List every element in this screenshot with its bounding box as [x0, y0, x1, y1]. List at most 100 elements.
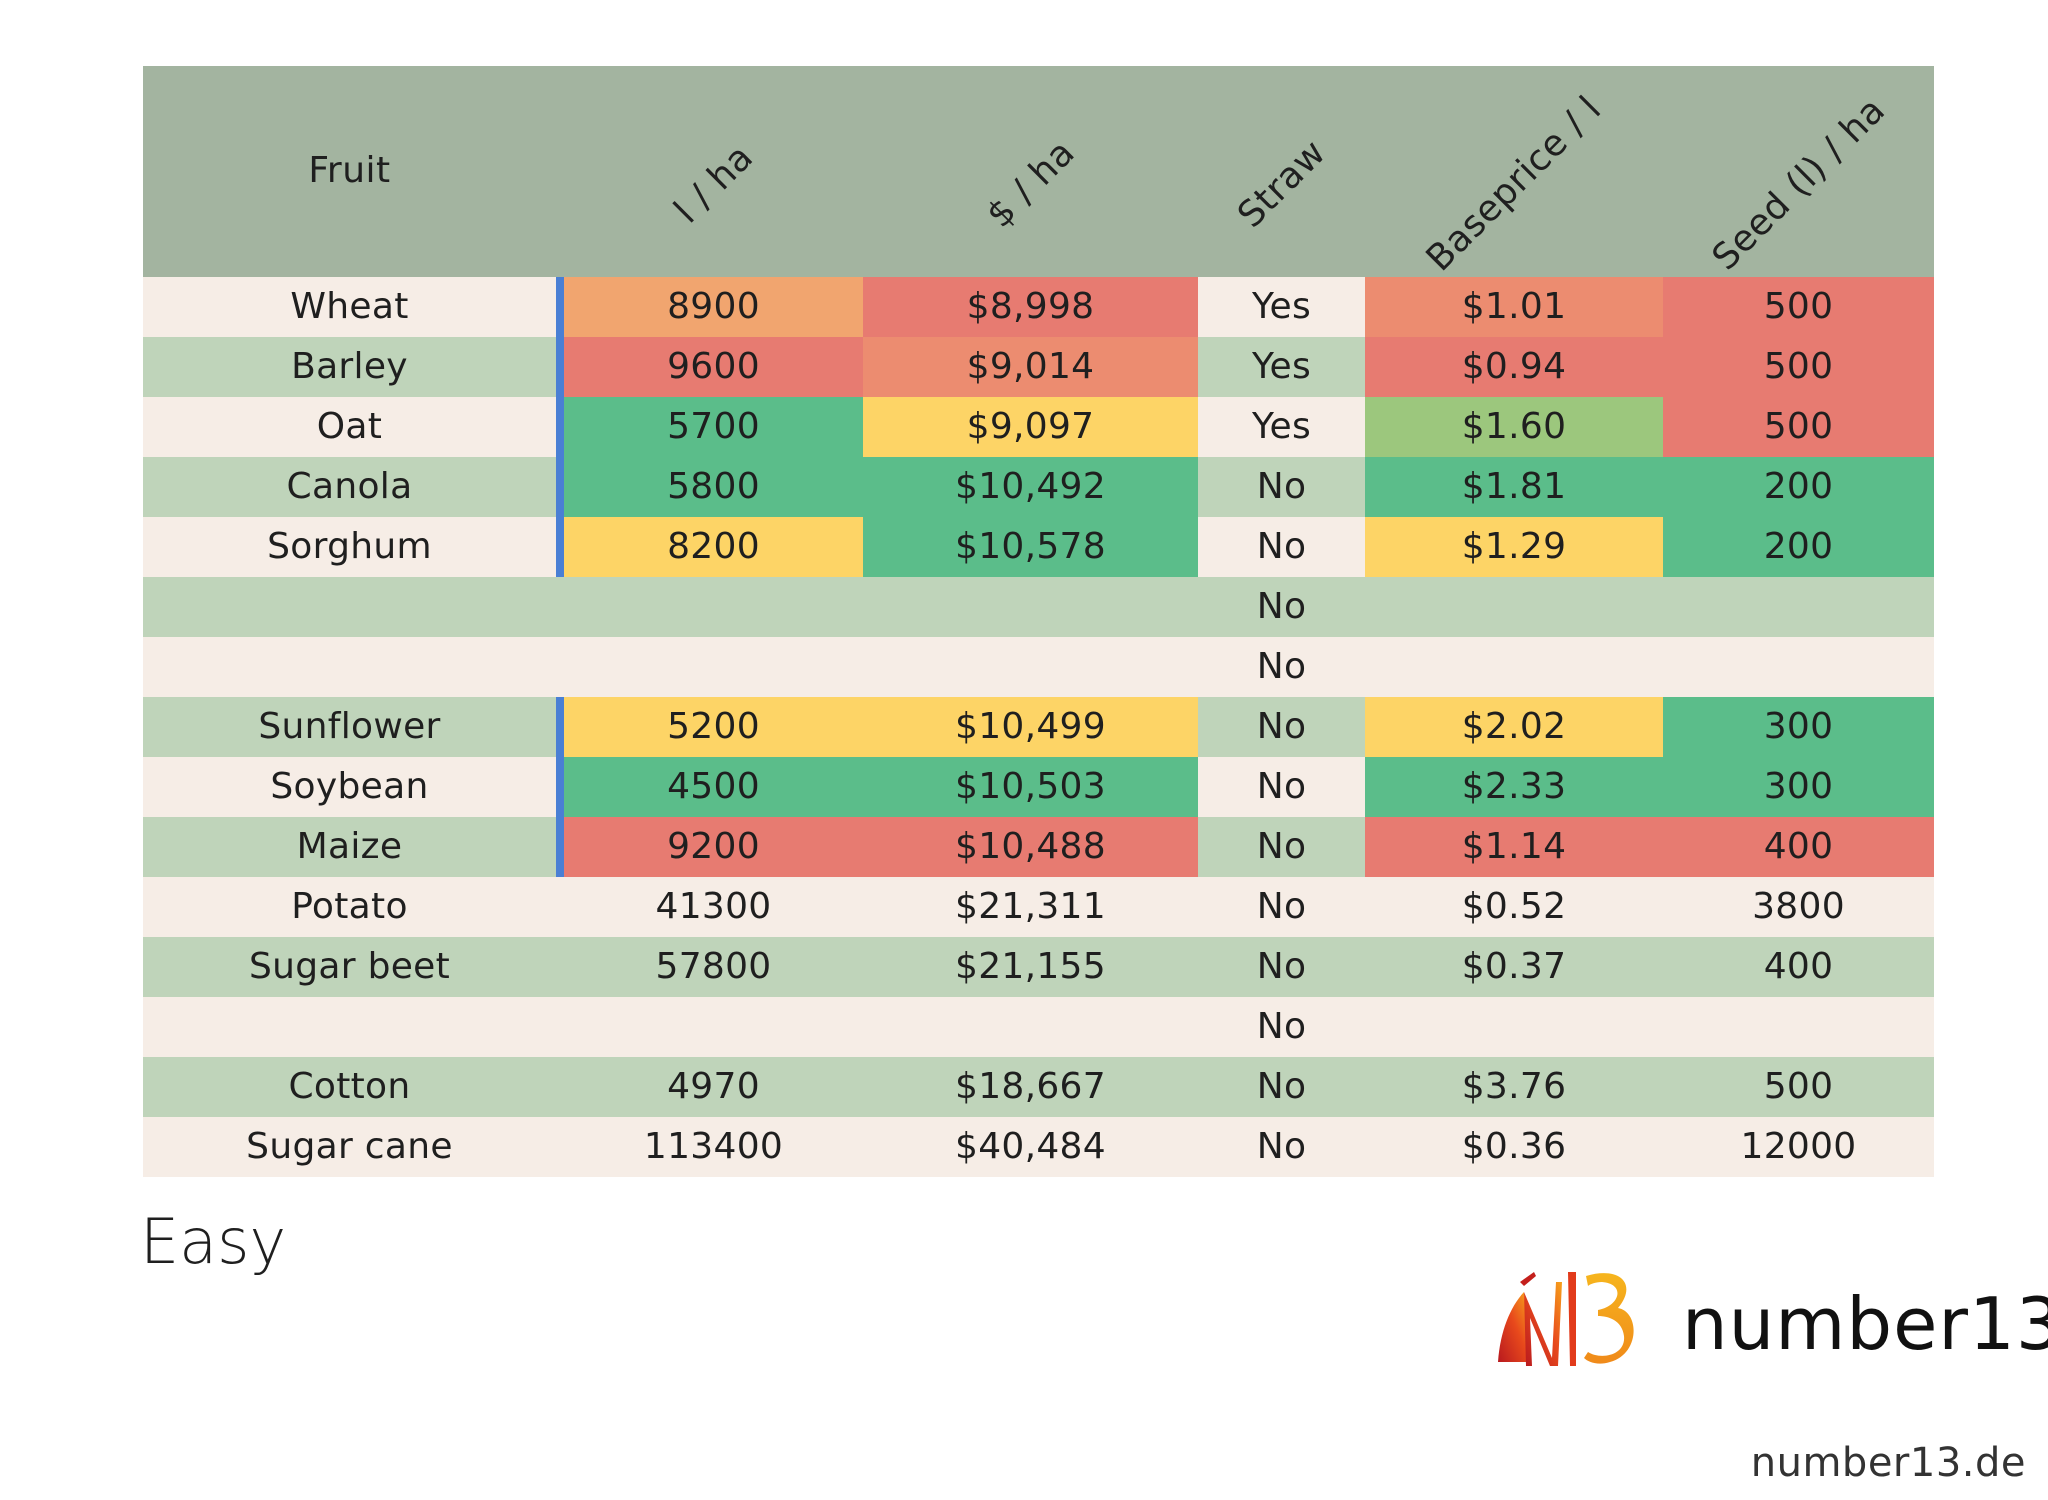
table-cell: $1.81 [1365, 457, 1663, 517]
table-row: Oat 5700 $9,097 Yes $1.60 500 [143, 397, 1934, 457]
column-header: Fruit [143, 66, 556, 277]
row-marker [556, 397, 564, 457]
column-header: $ / ha [863, 66, 1198, 277]
table-cell: 300 [1663, 757, 1934, 817]
table-cell [143, 577, 556, 637]
table-row: Cotton 4970 $18,667 No $3.76 500 [143, 1057, 1934, 1117]
column-header-label: Fruit [308, 150, 391, 191]
table-cell [1663, 997, 1934, 1057]
table-cell: No [1256, 766, 1307, 807]
table-cell: $1.14 [1365, 817, 1663, 877]
table-cell: $21,155 [955, 946, 1106, 987]
table-row: Maize 9200 $10,488 No $1.14 400 [143, 817, 1934, 877]
table-cell: No [1256, 1126, 1307, 1167]
table-cell [564, 637, 863, 697]
row-marker [556, 277, 564, 337]
row-marker [556, 757, 564, 817]
table-cell [1365, 637, 1663, 697]
table-cell: No [1256, 526, 1307, 567]
table-header: Fruit l / ha $ / ha Straw Baseprice / l Seed … [143, 66, 1934, 280]
table-cell: 8200 [564, 517, 863, 577]
table-cell: No [1256, 826, 1307, 867]
table-cell: $10,488 [863, 817, 1198, 877]
table-cell [863, 577, 1198, 637]
table-cell: Cotton [288, 1066, 411, 1107]
table-cell: No [1256, 946, 1307, 987]
table-row: Soybean 4500 $10,503 No $2.33 300 [143, 757, 1934, 817]
table-cell [1365, 997, 1663, 1057]
table-cell: $0.37 [1461, 946, 1567, 987]
table-cell: $18,667 [955, 1066, 1106, 1107]
table-cell: No [1256, 466, 1307, 507]
table-cell: Canola [286, 466, 413, 507]
table-cell: $3.76 [1461, 1066, 1567, 1107]
table-cell: $1.60 [1365, 397, 1663, 457]
column-header: Straw [1198, 66, 1365, 277]
table-cell: No [1256, 1066, 1307, 1107]
table-cell: 9200 [564, 817, 863, 877]
table-cell: 41300 [655, 886, 772, 927]
crop-table: Fruit l / ha $ / ha Straw Baseprice / l Seed … [143, 66, 1934, 1177]
column-header-label: $ / ha [978, 132, 1083, 236]
table-row: Canola 5800 $10,492 No $1.81 200 [143, 457, 1934, 517]
table-cell: $2.33 [1365, 757, 1663, 817]
table-cell: Sugar cane [246, 1126, 453, 1167]
column-header: Seed (l) / ha [1663, 66, 1934, 279]
column-header-label: l / ha [666, 136, 761, 232]
table-cell: $8,998 [863, 277, 1198, 337]
table-cell [143, 997, 556, 1057]
table-cell: 400 [1763, 946, 1834, 987]
table-cell: Oat [316, 406, 383, 447]
table-cell [1663, 637, 1934, 697]
table-row: No [143, 997, 1934, 1057]
table-cell [564, 997, 863, 1057]
column-header-label: Straw [1229, 132, 1334, 236]
table-row: No [143, 637, 1934, 697]
table-cell: 9600 [564, 337, 863, 397]
column-header-label: Baseprice / l [1418, 88, 1610, 280]
table-cell: Potato [291, 886, 408, 927]
table-cell: $1.29 [1365, 517, 1663, 577]
table-cell: Sunflower [258, 706, 441, 747]
table-body: Wheat 8900 $8,998 Yes $1.01 500 Barley 9600 $9,0… [143, 277, 1934, 1177]
row-marker [556, 457, 564, 517]
table-cell: 500 [1663, 337, 1934, 397]
table-cell: No [1256, 886, 1307, 927]
table-cell: 5200 [564, 697, 863, 757]
table-row: Barley 9600 $9,014 Yes $0.94 500 [143, 337, 1934, 397]
column-header: l / ha [564, 66, 863, 277]
row-marker [556, 337, 564, 397]
table-cell: 200 [1663, 517, 1934, 577]
table-row: Sugar beet 57800 $21,155 No $0.37 400 [143, 937, 1934, 997]
column-header-label: Seed (l) / ha [1704, 89, 1893, 279]
table-row: Wheat 8900 $8,998 Yes $1.01 500 [143, 277, 1934, 337]
table-cell: Sorghum [267, 526, 432, 567]
table-cell: $10,499 [863, 697, 1198, 757]
table-cell: $0.52 [1461, 886, 1567, 927]
table-cell: 5700 [564, 397, 863, 457]
table-row: Sunflower 5200 $10,499 No $2.02 300 [143, 697, 1934, 757]
table-cell: $0.94 [1365, 337, 1663, 397]
table-cell: 57800 [655, 946, 772, 987]
table-cell: $2.02 [1365, 697, 1663, 757]
table-cell [863, 637, 1198, 697]
table-cell: 4500 [564, 757, 863, 817]
table-cell: 113400 [643, 1126, 784, 1167]
table-cell: $21,311 [955, 886, 1106, 927]
row-marker [556, 697, 564, 757]
difficulty-label: Easy [140, 1205, 287, 1278]
table-cell: 500 [1763, 1066, 1834, 1107]
site-url: number13.de [1750, 1440, 2026, 1486]
table-cell: No [1256, 586, 1307, 627]
table-cell: 200 [1663, 457, 1934, 517]
table-cell: Barley [291, 346, 408, 387]
table-cell: 4970 [667, 1066, 760, 1107]
table-cell: 12000 [1740, 1126, 1857, 1167]
table-cell [564, 577, 863, 637]
table-cell: 3800 [1752, 886, 1845, 927]
table-cell: 300 [1663, 697, 1934, 757]
table-cell: Yes [1251, 406, 1311, 447]
table-cell: 500 [1663, 397, 1934, 457]
table-cell: Yes [1251, 346, 1311, 387]
table-cell: No [1256, 1006, 1307, 1047]
